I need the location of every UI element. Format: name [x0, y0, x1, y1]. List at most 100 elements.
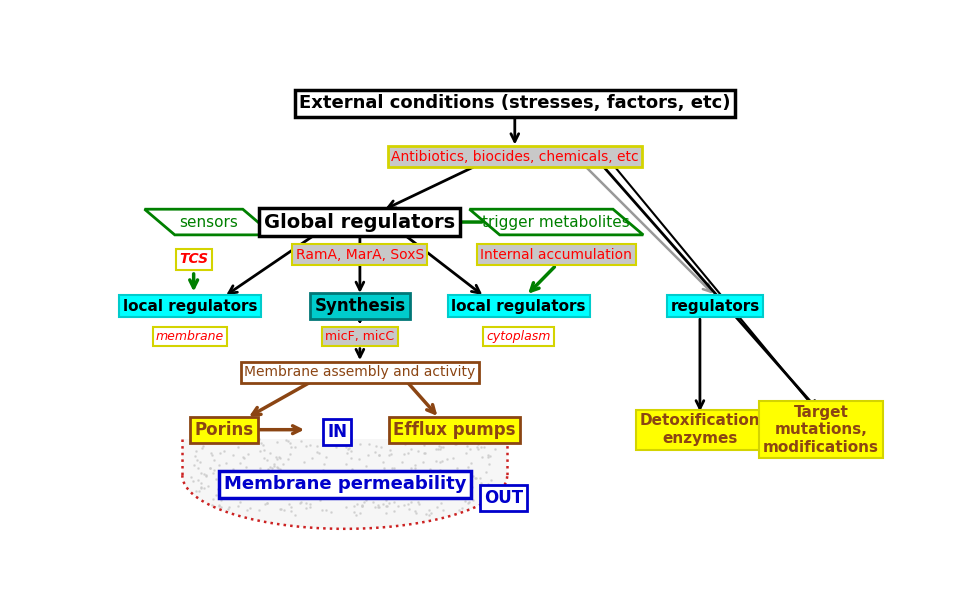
Point — [282, 481, 297, 491]
Point — [213, 448, 228, 458]
Point — [352, 508, 368, 518]
Point — [190, 464, 206, 473]
Point — [204, 501, 219, 510]
Text: OUT: OUT — [484, 489, 523, 507]
Text: TCS: TCS — [179, 252, 209, 267]
Point — [447, 473, 462, 482]
Point — [413, 490, 429, 499]
Point — [243, 485, 258, 494]
Point — [218, 471, 234, 481]
Point — [378, 485, 394, 494]
Point — [435, 505, 450, 515]
Point — [302, 502, 318, 512]
Text: Global regulators: Global regulators — [264, 213, 455, 231]
Point — [361, 450, 376, 460]
Point — [372, 442, 388, 451]
Point — [444, 493, 459, 503]
Point — [334, 476, 350, 485]
Text: Porins: Porins — [194, 421, 254, 439]
Point — [350, 490, 366, 499]
Point — [279, 435, 294, 445]
Point — [269, 454, 285, 464]
Point — [468, 473, 484, 483]
Point — [417, 448, 433, 458]
Point — [483, 438, 498, 448]
Point — [465, 471, 481, 481]
Point — [288, 510, 303, 519]
Point — [269, 466, 285, 476]
Point — [230, 487, 246, 496]
Point — [460, 504, 476, 514]
Point — [414, 476, 430, 485]
Point — [435, 442, 450, 452]
Point — [446, 453, 461, 463]
Point — [375, 499, 391, 509]
Point — [309, 447, 325, 457]
Point — [187, 451, 203, 461]
Point — [344, 466, 360, 476]
Point — [400, 499, 415, 508]
Point — [379, 501, 395, 510]
Point — [259, 499, 275, 508]
Polygon shape — [470, 209, 644, 235]
Point — [403, 464, 418, 473]
Point — [343, 446, 359, 456]
Point — [198, 471, 214, 481]
Point — [400, 448, 415, 458]
Point — [214, 502, 229, 512]
Point — [255, 441, 271, 450]
Point — [253, 463, 268, 473]
Point — [340, 445, 356, 454]
Point — [221, 502, 237, 512]
Point — [344, 486, 360, 496]
Point — [302, 499, 318, 509]
Text: Efflux pumps: Efflux pumps — [393, 421, 516, 439]
Point — [239, 462, 254, 472]
Point — [441, 484, 456, 494]
Point — [473, 479, 488, 488]
Point — [315, 465, 331, 475]
Point — [281, 499, 296, 509]
Point — [273, 504, 289, 514]
Point — [256, 445, 272, 455]
Text: Internal accumulation: Internal accumulation — [481, 248, 633, 262]
Point — [291, 474, 306, 484]
Point — [204, 448, 219, 458]
Point — [271, 452, 287, 462]
Point — [381, 450, 397, 460]
Point — [202, 463, 217, 473]
Text: RamA, MarA, SoxS: RamA, MarA, SoxS — [295, 248, 424, 262]
Point — [239, 477, 254, 487]
Point — [424, 508, 440, 518]
Point — [266, 459, 282, 468]
Point — [411, 499, 427, 509]
Point — [195, 444, 211, 453]
Point — [266, 461, 282, 471]
Point — [232, 498, 248, 507]
Point — [454, 485, 470, 494]
Point — [384, 463, 400, 473]
Point — [287, 491, 302, 501]
Polygon shape — [182, 439, 507, 529]
Point — [433, 498, 448, 507]
Point — [387, 506, 403, 516]
Point — [448, 490, 464, 500]
Point — [429, 445, 445, 454]
Text: Target
mutations,
modifications: Target mutations, modifications — [762, 405, 878, 454]
Point — [355, 501, 370, 511]
Point — [364, 470, 379, 480]
Point — [237, 481, 253, 490]
Point — [327, 467, 342, 477]
Point — [268, 451, 284, 461]
Point — [236, 437, 252, 447]
Point — [190, 436, 206, 446]
Point — [369, 441, 384, 451]
Point — [401, 470, 416, 480]
Point — [294, 476, 310, 486]
Point — [446, 466, 461, 476]
Point — [414, 458, 430, 467]
Text: regulators: regulators — [671, 299, 760, 313]
Point — [293, 493, 309, 502]
Point — [337, 459, 353, 469]
Point — [470, 444, 486, 454]
